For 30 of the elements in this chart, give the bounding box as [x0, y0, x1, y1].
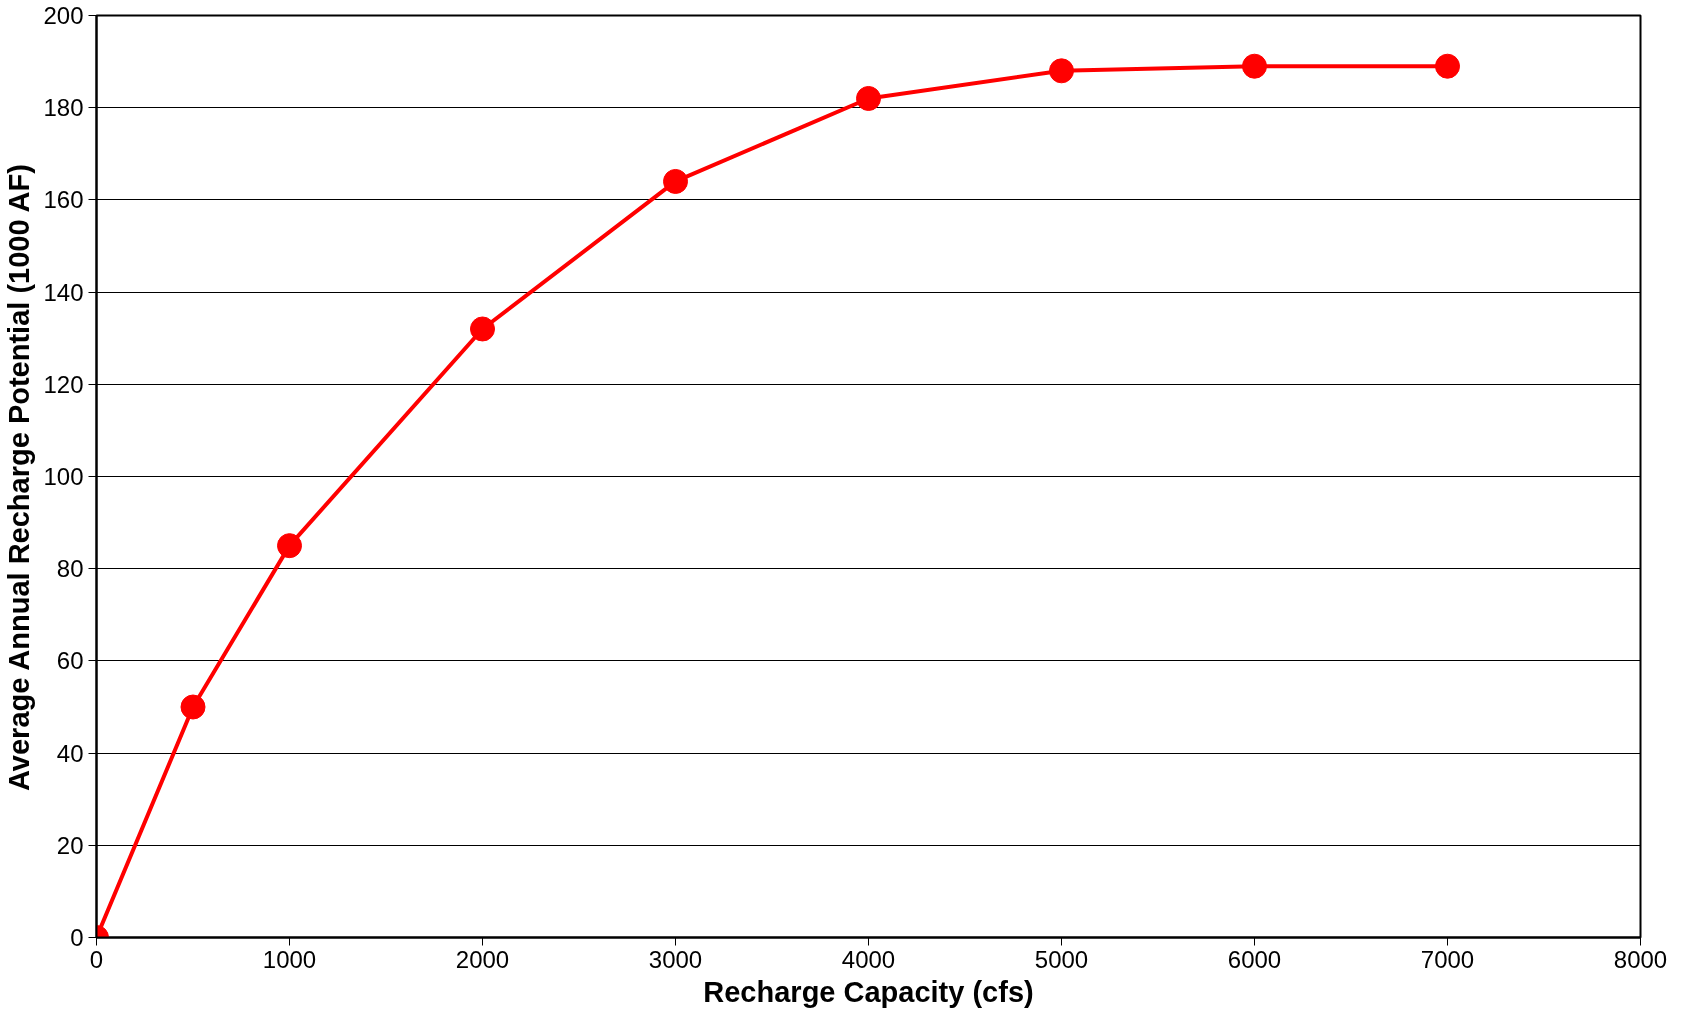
y-tick-label: 0 [70, 924, 84, 951]
point [663, 168, 688, 194]
point [470, 316, 495, 342]
x-axis-title: Recharge Capacity (cfs) [703, 975, 1034, 1008]
x-tick-label: 3000 [648, 945, 703, 973]
y-tick-label: 20 [56, 831, 84, 859]
y-tick-label: 180 [43, 94, 84, 122]
y-tick-label: 40 [56, 739, 84, 767]
y-tick-label: 120 [43, 370, 84, 398]
x-tick-label: 2000 [455, 945, 510, 973]
y-axis-title: Average Annual Recharge Potential (1000 AF) [3, 164, 36, 792]
point [277, 533, 302, 559]
x-tick-label: 6000 [1227, 945, 1282, 973]
x-tick-label: 1000 [262, 945, 317, 973]
x-tick-label: 4000 [841, 945, 896, 973]
point [1242, 53, 1267, 79]
y-tick-label: 200 [43, 2, 84, 29]
point [1049, 58, 1074, 84]
point [1435, 53, 1460, 79]
x-tick-label: 5000 [1034, 945, 1089, 973]
y-tick-label: 100 [43, 463, 84, 490]
y-tick-label: 80 [56, 555, 84, 583]
point [856, 86, 881, 111]
y-tick-label: 140 [43, 278, 84, 306]
point [180, 694, 206, 720]
x-tick-label: 7000 [1420, 945, 1475, 973]
x-tick-label: 0 [89, 945, 104, 973]
x-tick-label: 8000 [1613, 945, 1668, 973]
y-tick-label: 60 [56, 647, 84, 675]
y-tick-label: 160 [43, 186, 84, 214]
